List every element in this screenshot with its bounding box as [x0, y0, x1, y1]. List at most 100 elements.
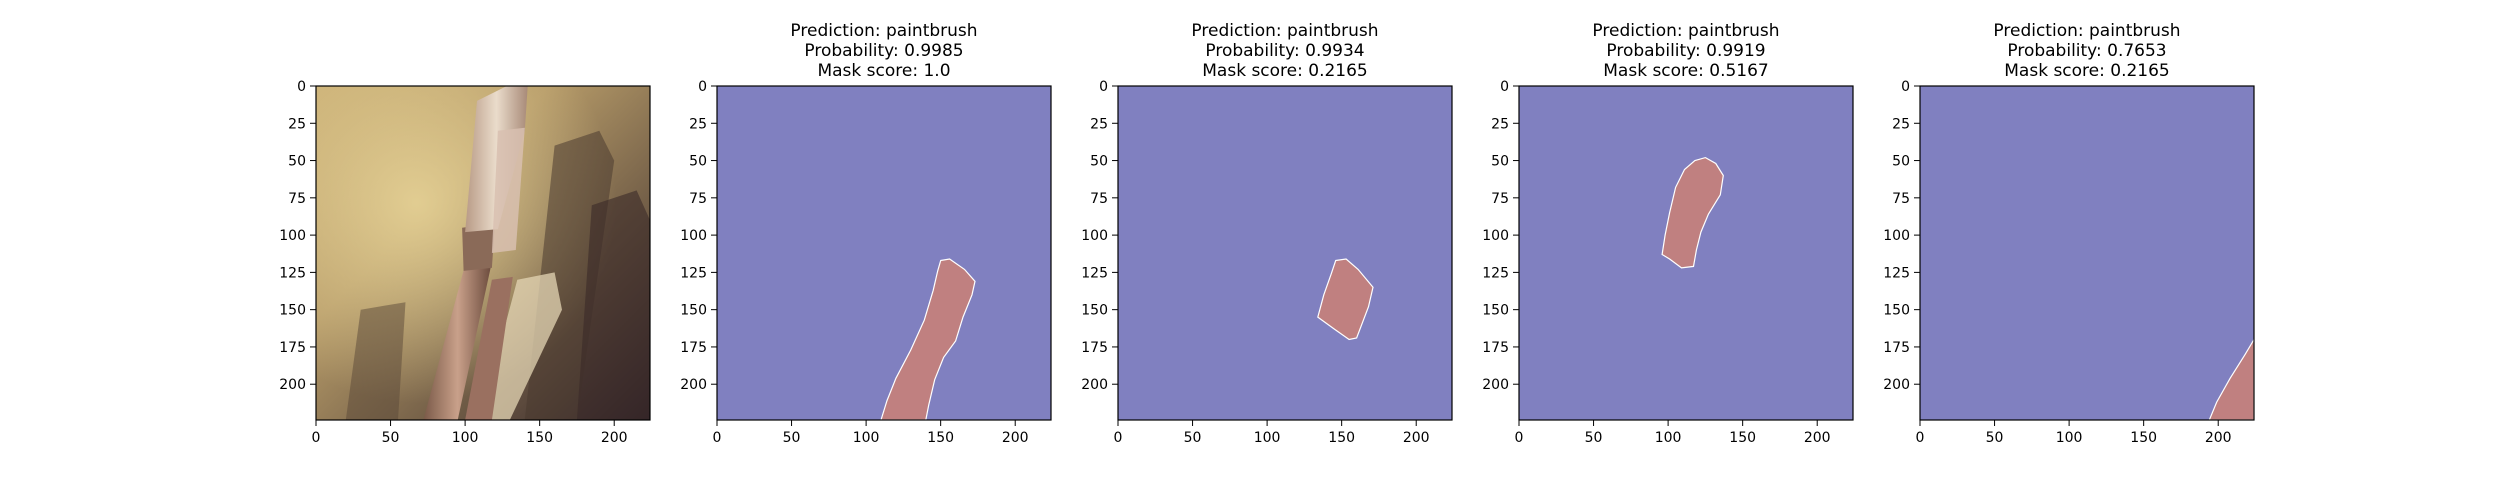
- mask-region: [1317, 258, 1374, 341]
- axes-frame: [1117, 85, 1453, 421]
- y-tick-label: 25: [1090, 116, 1108, 132]
- panel-title-line: Probability: 0.9985: [804, 41, 963, 61]
- y-tick-label: 125: [1081, 265, 1108, 281]
- y-tick-label: 50: [1491, 154, 1509, 170]
- y-tick-label: 75: [689, 191, 707, 207]
- x-tick-label: 150: [1729, 430, 1756, 446]
- y-tick-label: 125: [1883, 265, 1910, 281]
- panel-title-line: Mask score: 0.2165: [1202, 61, 1367, 81]
- panel-title-line: Probability: 0.9919: [1606, 41, 1765, 61]
- y-tick-label: 200: [1482, 377, 1509, 393]
- panel-title-line: Mask score: 0.2165: [2004, 61, 2169, 81]
- y-tick-label: 200: [680, 377, 707, 393]
- x-tick-label: 150: [927, 430, 954, 446]
- y-tick-label: 0: [1901, 79, 1910, 95]
- axes-frame: [1919, 85, 2255, 421]
- y-tick-label: 75: [1491, 191, 1509, 207]
- x-tick-label: 100: [2056, 430, 2083, 446]
- panel-title-line: Prediction: paintbrush: [1993, 21, 2180, 41]
- y-tick-label: 75: [1892, 191, 1910, 207]
- x-tick-label: 0: [312, 430, 321, 446]
- y-tick-label: 125: [680, 265, 707, 281]
- mask-background: [1920, 86, 2254, 420]
- y-tick-label: 50: [288, 154, 306, 170]
- y-tick-label: 100: [680, 228, 707, 244]
- y-tick-label: 175: [1081, 340, 1108, 356]
- y-tick-label: 0: [1099, 79, 1108, 95]
- y-tick-label: 200: [1081, 377, 1108, 393]
- y-tick-label: 50: [1892, 154, 1910, 170]
- x-tick-label: 100: [853, 430, 880, 446]
- panel-title-line: Mask score: 0.5167: [1603, 61, 1768, 81]
- x-tick-label: 0: [1916, 430, 1925, 446]
- x-tick-label: 150: [1328, 430, 1355, 446]
- y-tick-label: 150: [680, 303, 707, 319]
- mask-region: [880, 258, 976, 421]
- y-tick-label: 150: [279, 303, 306, 319]
- x-tick-label: 150: [2130, 430, 2157, 446]
- panel-title-line: Prediction: paintbrush: [1191, 21, 1378, 41]
- x-tick-label: 50: [783, 430, 801, 446]
- mask-background: [717, 86, 1051, 420]
- x-tick-label: 100: [452, 430, 479, 446]
- y-tick-label: 100: [1883, 228, 1910, 244]
- y-tick-label: 125: [1482, 265, 1509, 281]
- x-tick-label: 50: [1585, 430, 1603, 446]
- y-tick-label: 175: [1883, 340, 1910, 356]
- x-tick-label: 200: [1804, 430, 1831, 446]
- x-tick-label: 50: [382, 430, 400, 446]
- y-tick-label: 125: [279, 265, 306, 281]
- y-tick-label: 50: [1090, 154, 1108, 170]
- y-tick-label: 0: [297, 79, 306, 95]
- y-tick-label: 25: [1892, 116, 1910, 132]
- panel-1: 0 50 100 150 200 0 25 50 75 100 125 150 175 200: [279, 79, 651, 446]
- x-tick-label: 0: [1114, 430, 1123, 446]
- y-tick-label: 100: [1482, 228, 1509, 244]
- y-tick-label: 75: [288, 191, 306, 207]
- x-tick-label: 100: [1655, 430, 1682, 446]
- x-tick-label: 50: [1184, 430, 1202, 446]
- x-tick-label: 200: [1403, 430, 1430, 446]
- y-tick-label: 0: [698, 79, 707, 95]
- y-tick-label: 150: [1482, 303, 1509, 319]
- axes-frame: [315, 85, 651, 421]
- x-tick-label: 200: [1002, 430, 1029, 446]
- x-tick-label: 0: [1515, 430, 1524, 446]
- x-tick-label: 200: [2205, 430, 2232, 446]
- y-tick-label: 200: [1883, 377, 1910, 393]
- y-tick-label: 100: [279, 228, 306, 244]
- x-tick-label: 150: [526, 430, 553, 446]
- y-tick-label: 150: [1081, 303, 1108, 319]
- y-tick-label: 25: [689, 116, 707, 132]
- axes-frame: [716, 85, 1052, 421]
- y-tick-label: 0: [1500, 79, 1509, 95]
- x-tick-label: 0: [713, 430, 722, 446]
- y-tick-label: 75: [1090, 191, 1108, 207]
- axes-frame: [1518, 85, 1854, 421]
- panel-title-line: Prediction: paintbrush: [790, 21, 977, 41]
- x-tick-label: 200: [601, 430, 628, 446]
- panel-title-line: Mask score: 1.0: [817, 61, 950, 81]
- y-tick-label: 200: [279, 377, 306, 393]
- mask-region: [1661, 156, 1724, 269]
- y-tick-label: 150: [1883, 303, 1910, 319]
- panel-title-line: Probability: 0.7653: [2007, 41, 2166, 61]
- paintbrush-photo: [316, 86, 650, 420]
- y-tick-label: 175: [1482, 340, 1509, 356]
- y-tick-label: 175: [279, 340, 306, 356]
- mask-background: [1118, 86, 1452, 420]
- y-tick-label: 25: [288, 116, 306, 132]
- panel-title-line: Probability: 0.9934: [1205, 41, 1364, 61]
- y-tick-label: 25: [1491, 116, 1509, 132]
- y-tick-label: 100: [1081, 228, 1108, 244]
- y-tick-label: 50: [689, 154, 707, 170]
- panel-title-line: Prediction: paintbrush: [1592, 21, 1779, 41]
- y-tick-label: 175: [680, 340, 707, 356]
- x-tick-label: 50: [1986, 430, 2004, 446]
- x-tick-label: 100: [1254, 430, 1281, 446]
